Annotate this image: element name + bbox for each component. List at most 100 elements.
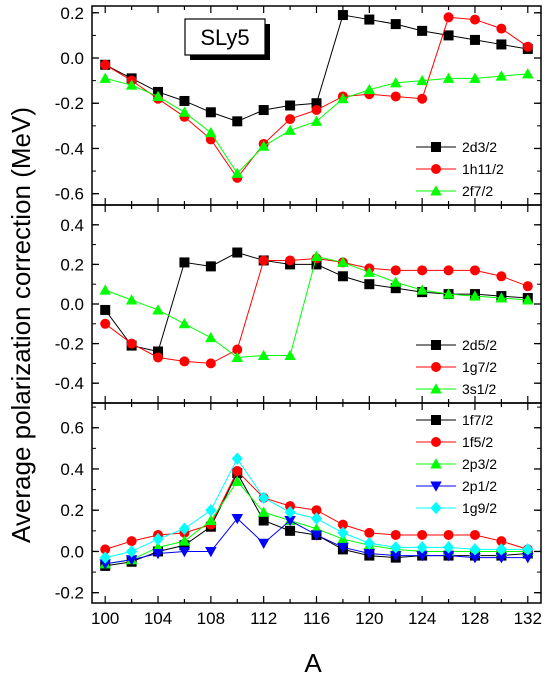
data-point (469, 290, 481, 301)
data-point (390, 529, 401, 540)
legend-marker (431, 437, 441, 447)
legend-entry: 1g9/2 (416, 500, 497, 516)
data-point (496, 39, 507, 50)
data-point (416, 284, 428, 295)
data-point (416, 74, 428, 86)
data-point (152, 549, 164, 560)
data-point (337, 526, 349, 540)
legend-entry: 3s1/2 (416, 381, 496, 397)
data-point (179, 95, 190, 106)
legend-entry: 1f5/2 (416, 434, 493, 450)
data-point (310, 250, 323, 261)
data-point (311, 259, 322, 270)
data-point (178, 522, 190, 536)
data-point (126, 536, 137, 547)
data-point (469, 72, 481, 83)
data-point (442, 288, 455, 299)
panels: 0.20.0-0.2-0.4-0.62d3/21h11/22f7/2SLy50.… (55, 4, 542, 628)
data-point (152, 90, 164, 101)
data-point (337, 10, 348, 21)
y-tick-label: -0.6 (55, 185, 84, 204)
x-tick-label: 120 (355, 609, 383, 628)
data-point (231, 452, 243, 465)
legend-label: 2p1/2 (462, 478, 497, 494)
data-point (311, 512, 322, 525)
legend-label: 1f7/2 (462, 412, 493, 428)
data-point (285, 525, 296, 536)
data-point (337, 271, 348, 282)
legend-label: 1g7/2 (462, 359, 497, 375)
data-point (258, 105, 269, 116)
x-tick-label: 116 (303, 609, 330, 628)
data-point (205, 503, 217, 517)
data-point (442, 551, 455, 562)
data-point (389, 77, 402, 88)
data-point (442, 72, 455, 83)
legend-label: 2f7/2 (462, 183, 493, 199)
data-point (311, 105, 322, 116)
data-point (99, 284, 111, 295)
data-point (495, 553, 508, 564)
data-point (178, 106, 191, 117)
data-point (417, 25, 428, 36)
y-tick-label: 0.0 (60, 542, 84, 561)
data-point (469, 34, 480, 45)
legend-entry: 1f7/2 (416, 412, 493, 428)
legend-marker (430, 458, 442, 469)
data-point (231, 513, 244, 525)
data-point (258, 515, 269, 526)
panel-top: 0.2 0.0 -0.2 -0.4 -0.6 2d3/2 1h11/2 2f7/2 SLy5 (55, 4, 542, 206)
data-point (496, 536, 507, 547)
data-point (257, 140, 270, 151)
data-point (231, 167, 244, 178)
data-point (231, 351, 244, 362)
legend-marker (430, 501, 442, 515)
data-point (469, 543, 481, 556)
legend-marker (431, 164, 441, 174)
data-point (178, 535, 191, 546)
data-point (417, 265, 428, 276)
data-point (495, 543, 507, 556)
x-tick-label: 112 (250, 609, 277, 628)
panel-middle: 0.4 0.2 0.0 -0.2 -0.4 2d5/2 1g7/2 3s1/2 (55, 204, 542, 404)
data-point (363, 549, 376, 560)
legend-label: 1h11/2 (462, 161, 504, 177)
data-point (285, 255, 296, 266)
data-point (469, 553, 481, 564)
x-tick-label: 124 (408, 609, 436, 628)
data-point (100, 544, 111, 555)
data-point (364, 279, 375, 290)
data-point (390, 19, 401, 30)
legend-label: 1f5/2 (462, 434, 493, 450)
data-point (100, 318, 111, 329)
data-point (153, 352, 164, 363)
data-point (337, 256, 349, 267)
data-point (205, 107, 216, 118)
data-point (522, 281, 533, 292)
data-point (390, 541, 402, 554)
data-point (99, 559, 111, 570)
data-point (443, 12, 454, 23)
data-point (205, 126, 217, 138)
data-point (522, 41, 533, 52)
y-tick-label: 0.2 (60, 255, 84, 274)
y-tick-label: -0.2 (55, 584, 84, 603)
y-tick-label: 0.0 (60, 49, 84, 68)
data-point (443, 265, 454, 276)
legend-entry: 1h11/2 (416, 161, 504, 177)
data-point (364, 14, 375, 25)
data-point (284, 516, 296, 527)
y-tick-label: 0.4 (60, 460, 84, 479)
x-tick-label: 128 (461, 609, 489, 628)
legend-entry: 2d5/2 (416, 337, 497, 353)
data-point (417, 93, 428, 104)
data-point (416, 551, 428, 562)
data-point (363, 266, 376, 277)
data-point (178, 318, 191, 329)
y-tick-label: -0.4 (55, 139, 84, 158)
data-point (337, 92, 349, 104)
data-point (232, 344, 243, 355)
data-point (205, 358, 216, 369)
x-tick-label: 108 (197, 609, 225, 628)
